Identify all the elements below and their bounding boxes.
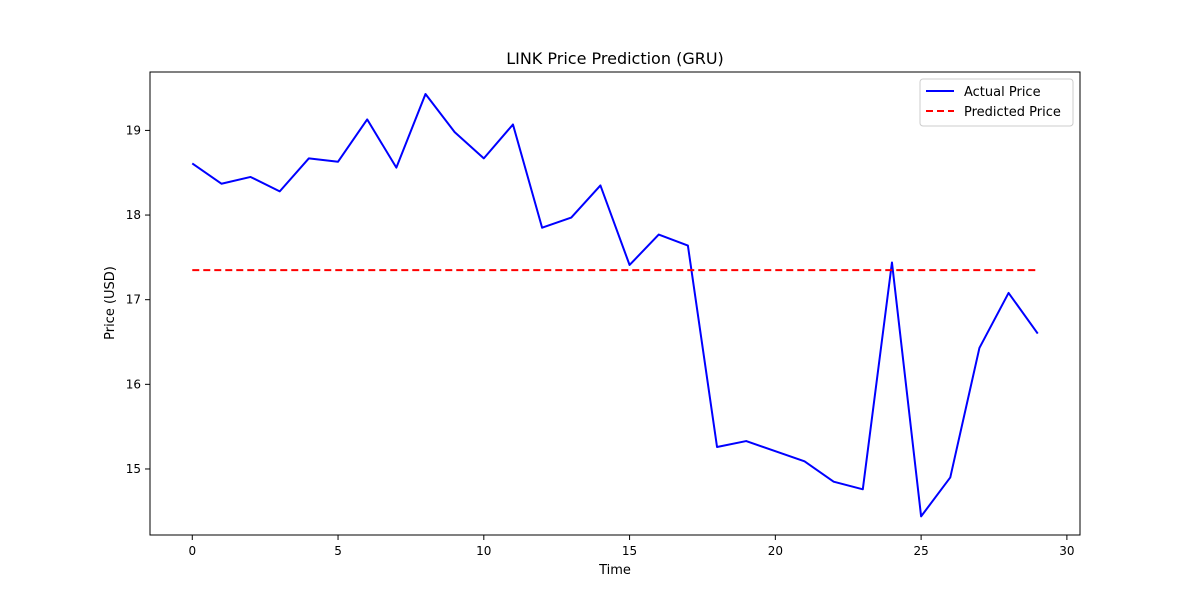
y-tick-label: 19 <box>126 123 141 137</box>
y-axis: 15 16 17 18 19 <box>126 123 150 476</box>
chart-title: LINK Price Prediction (GRU) <box>506 49 724 68</box>
y-tick-label: 15 <box>126 462 141 476</box>
legend-label-actual-price: Actual Price <box>964 85 1041 100</box>
legend: Actual Price Predicted Price <box>919 78 1074 127</box>
x-tick-label: 0 <box>188 544 196 558</box>
x-tick-label: 25 <box>913 544 928 558</box>
y-tick-label: 16 <box>126 377 141 391</box>
y-tick-label: 18 <box>126 208 141 222</box>
x-axis: 0 5 10 15 20 25 30 <box>188 535 1075 558</box>
series-line-actual-price <box>191 93 1039 518</box>
x-axis-label: Time <box>598 563 631 578</box>
x-tick-label: 15 <box>622 544 637 558</box>
plot-area <box>191 93 1039 518</box>
y-axis-label: Price (USD) <box>103 266 118 340</box>
x-tick-label: 30 <box>1059 544 1074 558</box>
x-tick-label: 5 <box>334 544 342 558</box>
legend-box <box>919 78 1074 127</box>
plot-frame <box>149 71 1081 536</box>
y-tick-label: 17 <box>126 293 141 307</box>
x-tick-label: 20 <box>768 544 783 558</box>
legend-label-predicted-price: Predicted Price <box>964 105 1061 120</box>
x-tick-label: 10 <box>476 544 491 558</box>
